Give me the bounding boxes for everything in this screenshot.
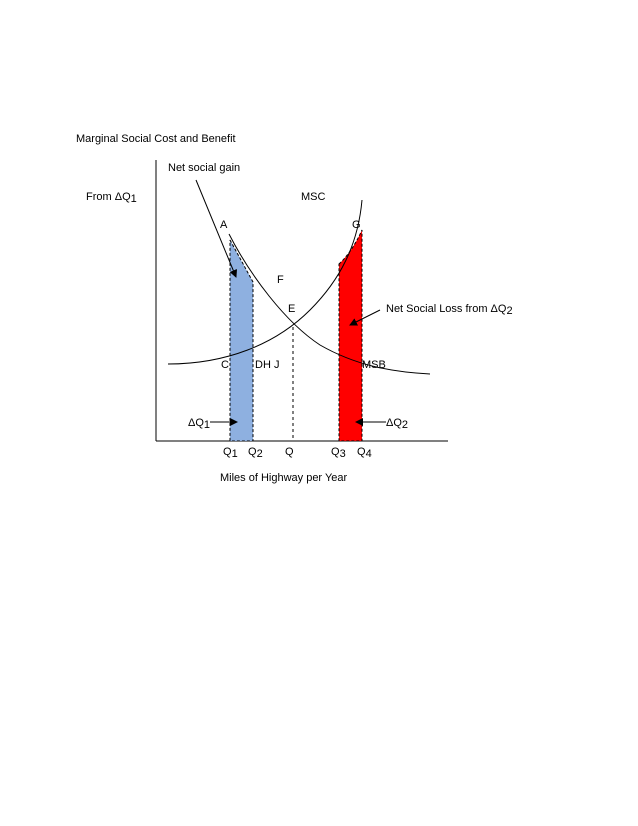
net-social-gain-area [229,239,254,442]
point-g-label: G [352,219,361,231]
diagram-title: Marginal Social Cost and Benefit [76,133,236,145]
msc-curve [167,199,363,365]
point-a-label: A [220,219,228,231]
tick-q: Q [285,446,294,458]
msb-label: MSB [362,359,386,371]
net-social-loss-arrow [349,309,381,326]
delta-q2-label: ΔQ2 [386,417,408,431]
msb-curve [228,233,431,375]
point-f-label: F [277,274,284,286]
tick-q1: Q1 [223,446,238,460]
x-axis-label: Miles of Highway per Year [220,472,348,484]
net-social-loss-label: Net Social Loss from ΔQ2 [386,303,513,317]
delta-q1-label: ΔQ1 [188,417,210,431]
tick-q2: Q2 [248,446,263,460]
tick-q4: Q4 [357,446,372,460]
point-e-label: E [288,303,295,315]
tick-q3: Q3 [331,446,346,460]
point-c-label: C [221,359,229,371]
net-social-gain-arrow [195,179,238,278]
net-social-gain-label: Net social gain [168,162,240,174]
net-social-loss-area [338,229,363,442]
from-delta-q1-label: From ΔQ1 [86,191,137,205]
point-dhj-label: DH J [255,359,279,371]
msc-label: MSC [301,191,326,203]
